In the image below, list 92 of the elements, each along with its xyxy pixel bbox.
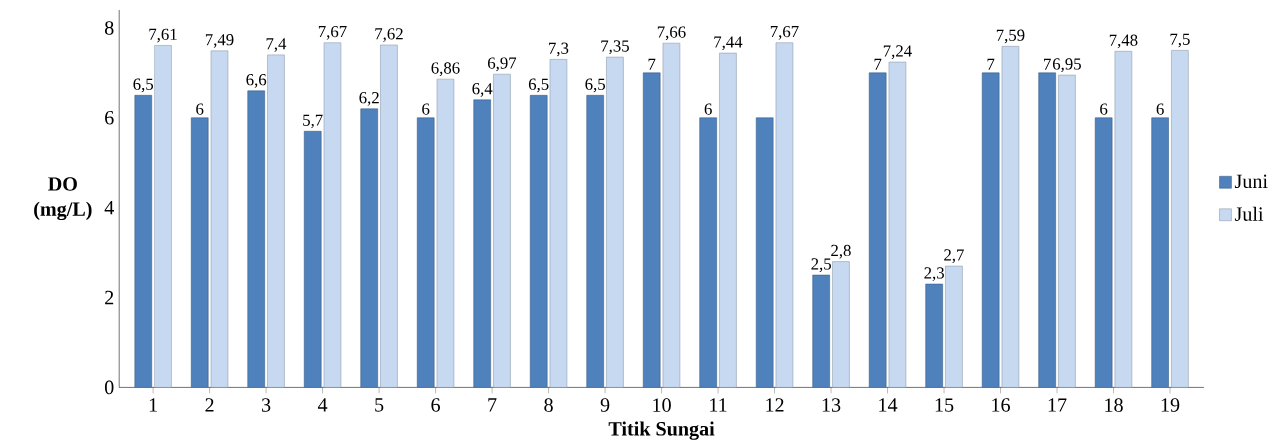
bar	[303, 130, 322, 388]
data-label: 7	[874, 58, 882, 70]
x-tick-label: 9	[600, 398, 610, 412]
x-tick-label: 18	[1105, 398, 1123, 412]
bar	[832, 261, 850, 388]
bar	[812, 274, 830, 388]
bar	[493, 73, 511, 388]
data-label: 7,4	[266, 38, 287, 52]
bar	[267, 54, 285, 388]
data-label: 7,44	[714, 36, 743, 51]
data-label: 7	[987, 58, 995, 70]
data-label: 6	[422, 103, 430, 115]
data-label: 7,59	[996, 29, 1025, 44]
data-label: 6	[704, 103, 712, 115]
x-tick-label: 6	[431, 398, 441, 412]
data-label: 5,7	[303, 114, 323, 129]
data-label: 6,4	[472, 83, 493, 97]
x-tick-label: 14	[879, 398, 898, 412]
x-tick-label: 8	[544, 398, 553, 412]
bar	[606, 56, 624, 388]
data-label: 6	[1156, 103, 1164, 115]
legend-label: Juni	[1234, 174, 1268, 189]
data-label: 7,5	[1170, 33, 1190, 48]
data-label: 7	[1044, 58, 1051, 70]
data-label: 7,24	[883, 45, 912, 59]
x-tick-label: 12	[766, 398, 784, 412]
data-label: 6	[196, 103, 204, 115]
bar	[1058, 74, 1076, 388]
bar	[868, 72, 887, 388]
data-label: 6	[1100, 103, 1108, 115]
x-tick-label: 17	[1048, 398, 1067, 412]
data-label: 7,49	[205, 34, 234, 48]
bar	[1038, 72, 1056, 388]
data-label: 7,61	[149, 28, 177, 43]
data-label: 6,5	[528, 78, 549, 93]
data-label: 7,62	[375, 28, 403, 42]
x-tick-label: 11	[710, 398, 727, 412]
data-label: 2,7	[944, 249, 964, 264]
bar	[360, 108, 378, 388]
bar	[416, 117, 435, 388]
bar	[755, 117, 774, 388]
data-label: 2,8	[831, 244, 851, 259]
bar	[380, 44, 398, 388]
x-tick-label: 2	[205, 398, 214, 412]
x-tick-label: 10	[653, 398, 671, 412]
bar	[134, 95, 152, 388]
x-tick-label: 4	[317, 398, 328, 412]
bar	[154, 45, 172, 388]
y-tick-label: 0	[104, 380, 114, 395]
x-tick-label: 7	[488, 398, 497, 412]
x-tick-label: 3	[262, 398, 271, 412]
y-tick-label: 4	[104, 201, 114, 215]
y-tick-label: 2	[105, 290, 114, 305]
x-tick-label: 1	[149, 398, 157, 412]
x-tick-label: 15	[935, 398, 954, 412]
y-tick-label: 8	[104, 21, 114, 35]
bar	[719, 52, 737, 388]
bar	[699, 117, 717, 388]
x-axis-title: Titik Sungai	[608, 421, 715, 440]
bar	[529, 95, 548, 388]
data-label: 7	[648, 58, 656, 70]
y-tick-label: 6	[105, 111, 114, 125]
data-label: 6,5	[585, 78, 606, 93]
x-tick-label: 13	[822, 398, 841, 412]
bar	[1151, 117, 1169, 388]
y-axis-title: DO (mg/L)	[34, 177, 92, 221]
bar	[925, 283, 943, 388]
bar	[247, 90, 265, 388]
data-label: 2,3	[924, 267, 944, 281]
x-tick-label: 5	[375, 398, 384, 412]
data-label: 7,67	[770, 25, 799, 40]
data-label: 6,86	[431, 62, 460, 77]
x-tick-label: 19	[1161, 398, 1180, 412]
data-label: 6,97	[488, 57, 517, 72]
data-label: 7,35	[601, 40, 629, 55]
data-label: 6,5	[133, 78, 154, 93]
bar	[473, 99, 491, 388]
data-label: 7,48	[1109, 34, 1138, 49]
data-label: 7,66	[657, 26, 686, 41]
bar	[190, 117, 209, 388]
bar	[1171, 50, 1189, 388]
data-label: 7,3	[549, 42, 569, 57]
bar	[945, 265, 963, 388]
data-label: 6,2	[359, 92, 379, 106]
legend-label: Juli	[1234, 206, 1264, 221]
bar	[586, 95, 604, 388]
data-label: 2,5	[811, 258, 831, 272]
data-label: 7,67	[318, 25, 347, 40]
data-label: 6,6	[246, 74, 267, 88]
bar	[642, 72, 661, 388]
data-label: 6,95	[1052, 58, 1081, 73]
x-tick-label: 16	[992, 398, 1010, 412]
